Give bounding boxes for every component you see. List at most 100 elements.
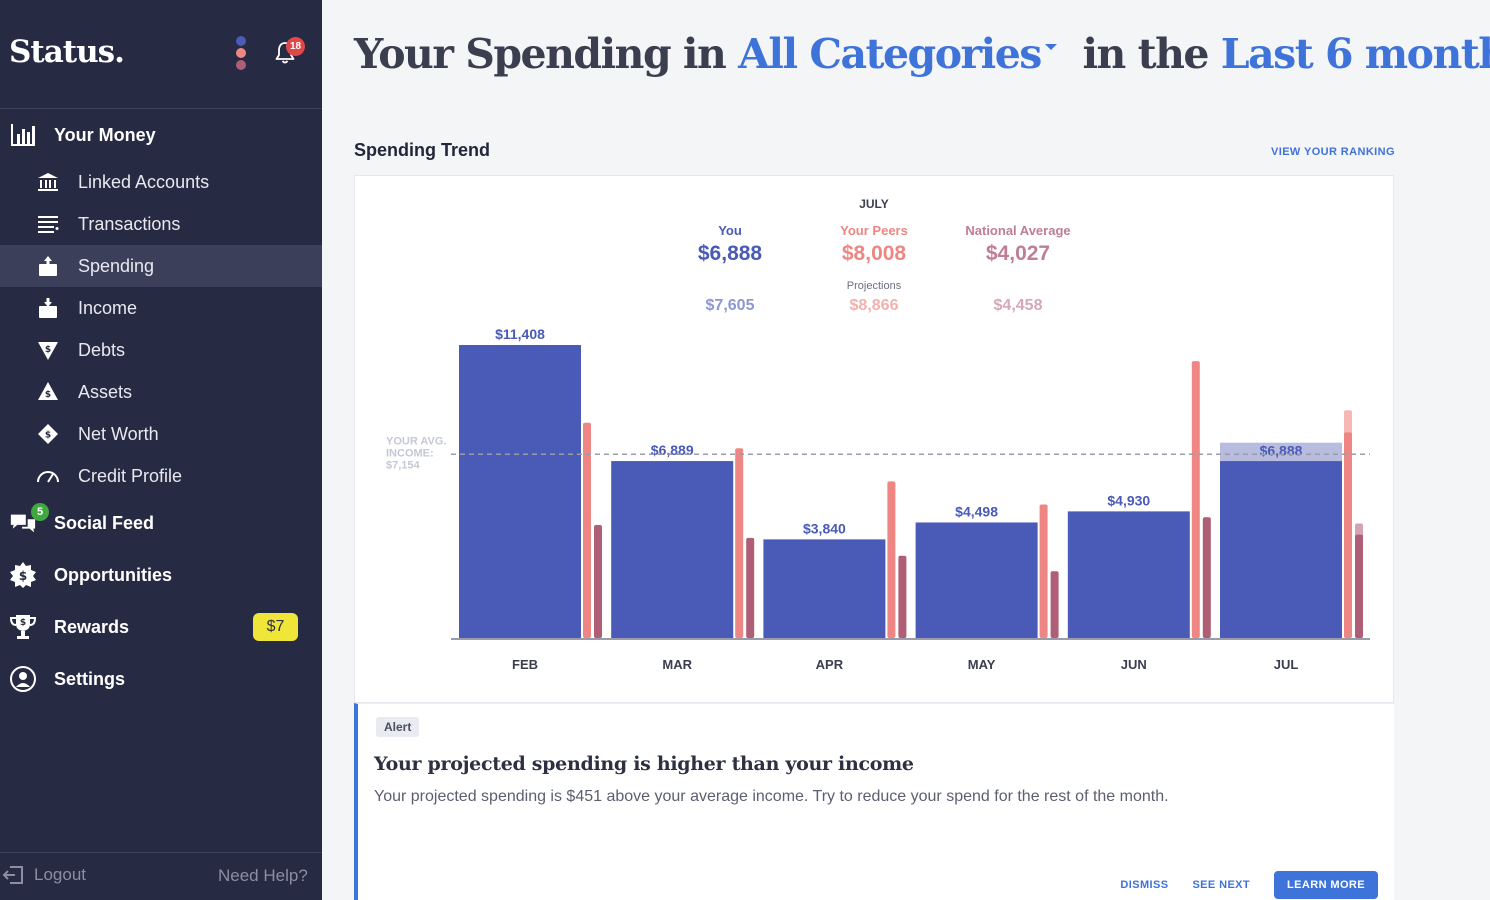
summary-you: You $6,888 (660, 223, 800, 266)
nav-assets[interactable]: $ Assets (0, 371, 322, 413)
summary-national-label: National Average (965, 223, 1071, 238)
bar-value-label: $4,498 (955, 503, 998, 519)
learn-more-button[interactable]: LEARN MORE (1274, 871, 1378, 899)
nav-label: Spending (78, 255, 155, 276)
trophy-icon: $ (9, 613, 37, 641)
summary-you-value: $6,888 (697, 242, 763, 265)
you-bar (763, 539, 886, 638)
svg-text:$: $ (19, 569, 27, 583)
nav-social-feed[interactable]: Social Feed (0, 502, 322, 544)
title-prefix: Your Spending in (354, 30, 727, 78)
x-tick-label: JUL (1274, 657, 1299, 672)
nav-income[interactable]: Income (0, 287, 322, 329)
you-projection: $7,605 (705, 297, 755, 314)
peers-bar (583, 422, 591, 638)
wallet-in-icon (34, 294, 62, 322)
nav-your-money[interactable]: Your Money (0, 114, 322, 156)
nav-label: Transactions (78, 213, 181, 234)
category-value: All Categories (738, 30, 1042, 78)
nav-label: Credit Profile (78, 465, 183, 486)
peers-bar (1344, 432, 1352, 638)
bank-icon (34, 168, 62, 196)
summary-national-value: $4,027 (985, 242, 1051, 265)
summary-peers: Your Peers $8,008 (804, 223, 944, 266)
you-bar (915, 522, 1038, 638)
nav-spending[interactable]: Spending (0, 245, 322, 287)
nav-label: Linked Accounts (78, 171, 210, 192)
nav-label: Settings (54, 668, 126, 689)
nav-label: Rewards (54, 616, 130, 637)
nav-linked-accounts[interactable]: Linked Accounts (0, 161, 322, 203)
nav-label: Net Worth (78, 423, 159, 444)
x-tick-label: APR (816, 657, 844, 672)
bar-value-label: $3,840 (803, 520, 846, 536)
logout-button[interactable]: Logout (2, 865, 86, 885)
nav-transactions[interactable]: Transactions (0, 203, 322, 245)
x-tick-label: MAY (968, 657, 996, 672)
debt-icon: $ (34, 336, 62, 364)
nav-net-worth[interactable]: $ Net Worth (0, 413, 322, 455)
national-bar (898, 555, 907, 638)
list-icon (34, 210, 62, 238)
period-value: Last 6 months (1220, 30, 1490, 78)
national-bar (1050, 571, 1059, 638)
you-bar (611, 461, 734, 638)
national-bar (746, 537, 755, 638)
you-bar (459, 345, 581, 638)
notification-badge: 18 (286, 37, 305, 56)
nav-debts[interactable]: $ Debts (0, 329, 322, 371)
peers-bar (735, 448, 744, 638)
summary-national: National Average $4,027 (948, 223, 1088, 266)
bar-value-label: $11,408 (495, 326, 545, 342)
nav-credit-profile[interactable]: Credit Profile (0, 455, 322, 497)
nav-rewards[interactable]: $ Rewards (0, 606, 322, 648)
sidebar: Status. 18 Your Money Linked Accounts Tr… (0, 0, 322, 900)
peers-bar (1191, 361, 1200, 638)
svg-text:$: $ (45, 431, 51, 441)
nav-label: Assets (78, 381, 133, 402)
avg-income-label: YOUR AVG. (386, 435, 447, 447)
nav-settings[interactable]: Settings (0, 658, 322, 700)
bar-chart-icon (9, 121, 37, 149)
category-dropdown[interactable]: All Categories (738, 30, 1057, 78)
peers-bar (1039, 504, 1048, 638)
avg-income-label: $7,154 (386, 459, 421, 471)
x-tick-label: JUN (1121, 657, 1147, 672)
summary-peers-value: $8,008 (841, 242, 907, 265)
spending-trend-chart: $11,408 FEB $6,889 MAR $3,840 APR $4,498 MAY $4,… (386, 326, 1370, 672)
x-tick-label: FEB (512, 657, 538, 672)
need-help-link[interactable]: Need Help? (218, 866, 308, 885)
user-circle-icon (9, 665, 37, 693)
chat-icon (9, 509, 37, 537)
divider (0, 852, 322, 853)
brand-logo[interactable]: Status. (9, 34, 125, 70)
gauge-icon (34, 462, 62, 490)
nav-label: Debts (78, 339, 126, 360)
period-dropdown[interactable]: Last 6 months (1221, 30, 1490, 78)
alert-body: Your projected spending is $451 above yo… (374, 788, 1169, 805)
national-bar (1202, 517, 1211, 638)
dismiss-button[interactable]: DISMISS (1120, 879, 1169, 891)
see-next-button[interactable]: SEE NEXT (1192, 879, 1251, 891)
nav-opportunities[interactable]: $ Opportunities (0, 554, 322, 596)
chevron-down-icon (1044, 44, 1057, 50)
avg-income-label: INCOME: (386, 447, 434, 459)
you-bar (1220, 461, 1342, 638)
you-bar (1067, 511, 1190, 638)
svg-text:$: $ (20, 618, 26, 628)
assets-icon: $ (34, 378, 62, 406)
summary-peers-label: Your Peers (840, 223, 908, 238)
view-ranking-link[interactable]: VIEW YOUR RANKING (1271, 146, 1395, 158)
svg-text:$: $ (45, 390, 51, 400)
section-title: Spending Trend (354, 140, 491, 160)
social-feed-badge: 5 (31, 503, 49, 521)
more-menu-icon[interactable] (236, 36, 248, 72)
svg-text:$: $ (45, 345, 51, 355)
national-bar (1355, 534, 1363, 638)
logout-label: Logout (34, 865, 86, 884)
logout-icon (2, 866, 23, 884)
national-bar (594, 524, 602, 638)
alert-badge: Alert (376, 717, 420, 737)
alert-actions: DISMISS SEE NEXT LEARN MORE (1120, 871, 1378, 899)
peers-projection: $8,866 (849, 297, 899, 314)
